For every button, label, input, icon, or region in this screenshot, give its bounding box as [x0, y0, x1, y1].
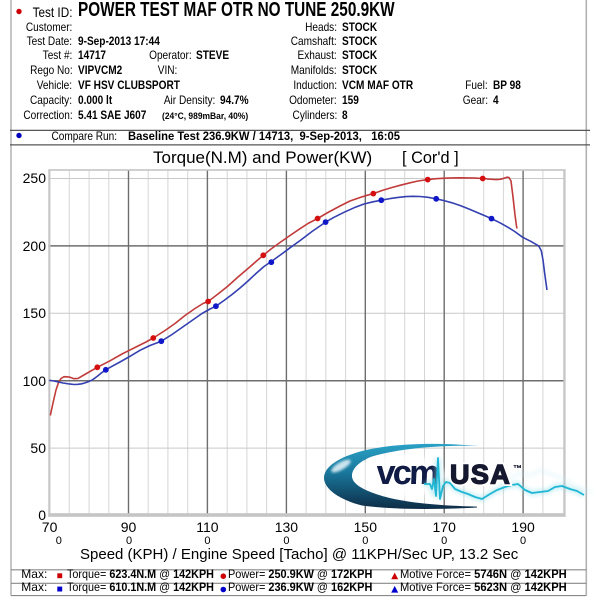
svg-text:™: ™ — [513, 464, 522, 474]
svg-text:USA: USA — [450, 460, 511, 490]
svg-text:USA: USA — [450, 460, 511, 490]
svg-text:™: ™ — [513, 464, 522, 474]
